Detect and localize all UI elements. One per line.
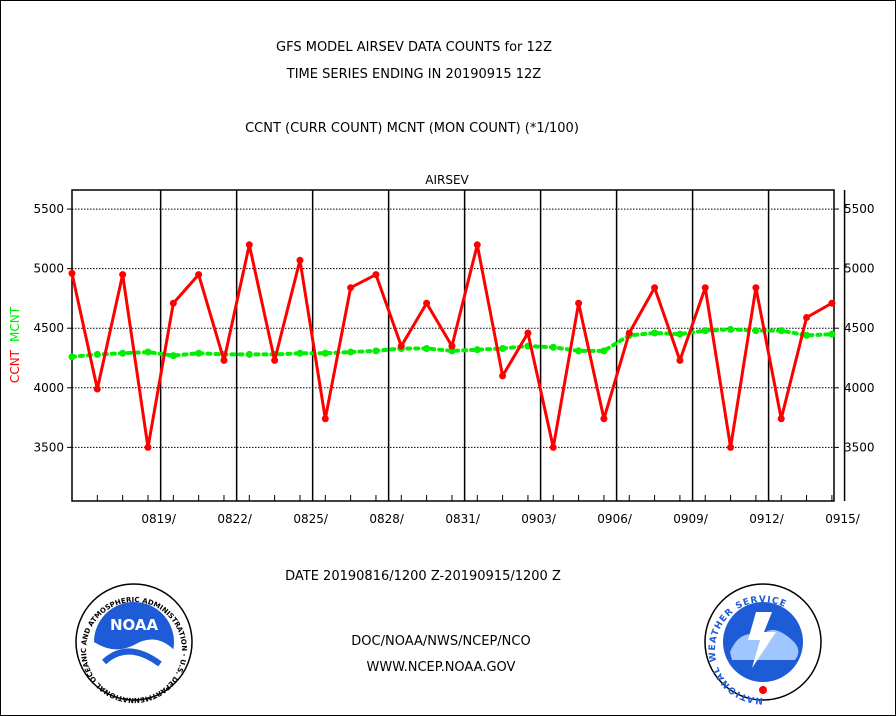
ccnt-point [473, 241, 481, 249]
ccnt-point [625, 329, 633, 337]
mcnt-point [676, 330, 684, 338]
mcnt-point [803, 331, 811, 339]
chart-subtitle: CCNT (CURR COUNT) MCNT (MON COUNT) (*1/1… [245, 121, 579, 136]
x-tick-label: 0822/ [217, 512, 253, 526]
ccnt-point [803, 313, 811, 321]
ccnt-point [651, 284, 659, 292]
mcnt-point [296, 349, 304, 357]
mcnt-point [169, 352, 177, 360]
x-tick-label: 0828/ [369, 512, 405, 526]
mcnt-point [727, 325, 735, 333]
mcnt-point [195, 349, 203, 357]
ccnt-point [727, 443, 735, 451]
ccnt-point [397, 342, 405, 350]
y-tick-label-left: 4500 [33, 321, 64, 335]
x-tick-label: 0909/ [673, 512, 709, 526]
footer-url[interactable]: WWW.NCEP.NOAA.GOV [367, 660, 516, 675]
ccnt-point [777, 415, 785, 423]
x-tick-label: 0915/ [825, 512, 861, 526]
ccnt-point [524, 329, 532, 337]
x-tick-label: 0906/ [597, 512, 633, 526]
ccnt-point [676, 356, 684, 364]
date-range: DATE 20190816/1200 Z-20190915/1200 Z [285, 569, 561, 584]
mcnt-point [68, 353, 76, 361]
ccnt-point [220, 356, 228, 364]
y-tick-label-left: 5500 [33, 202, 64, 216]
x-tick-labels: 0819/0822/0825/0828/0831/0903/0906/0909/… [141, 512, 860, 526]
mcnt-point [575, 347, 583, 355]
mcnt-point [777, 327, 785, 335]
mcnt-point [828, 330, 836, 338]
mcnt-point [499, 344, 507, 352]
mcnt-point [752, 327, 760, 335]
noaa-logo-text: NOAA [110, 616, 159, 634]
mcnt-point [549, 343, 557, 351]
ccnt-point [144, 443, 152, 451]
y-tick-label-left: 4000 [33, 381, 64, 395]
ccnt-point [169, 299, 177, 307]
mcnt-point [347, 348, 355, 356]
y-tick-label-right: 3500 [844, 440, 875, 454]
ccnt-point [701, 284, 709, 292]
mcnt-point [651, 329, 659, 337]
ccnt-point [372, 271, 380, 279]
mcnt-point [423, 344, 431, 352]
y-tick-label-left: 3500 [33, 440, 64, 454]
grid-lines [71, 190, 846, 501]
mcnt-point [119, 349, 127, 357]
y-tick-label-right: 4500 [844, 321, 875, 335]
y-label-ccnt: CCNT [8, 349, 22, 383]
x-tick-label: 0825/ [293, 512, 329, 526]
y-axis-label: CCNT MCNT [8, 306, 22, 383]
ccnt-point [549, 443, 557, 451]
chart-title-line1: GFS MODEL AIRSEV DATA COUNTS for 12Z [276, 40, 552, 55]
mcnt-point [473, 346, 481, 354]
mcnt-point [321, 349, 329, 357]
ccnt-point [575, 299, 583, 307]
x-tick-label: 0831/ [445, 512, 481, 526]
x-tick-label: 0912/ [749, 512, 785, 526]
chart-title-line2: TIME SERIES ENDING IN 20190915 12Z [286, 67, 542, 82]
mcnt-point [600, 347, 608, 355]
ccnt-point [296, 256, 304, 264]
ccnt-point [245, 241, 253, 249]
nws-logo: NATIONAL WEATHER SERVICE [704, 583, 822, 705]
ccnt-series [68, 241, 836, 451]
ccnt-point [448, 342, 456, 350]
ccnt-point [423, 299, 431, 307]
ccnt-point [68, 269, 76, 277]
plot-title: AIRSEV [425, 173, 469, 187]
y-label-mcnt: MCNT [8, 306, 22, 342]
ccnt-point [752, 284, 760, 292]
ccnt-point [119, 271, 127, 279]
y-tick-label-right: 4000 [844, 381, 875, 395]
ccnt-point [347, 284, 355, 292]
svg-text:CCNTMCNT: CCNT MCNT [8, 306, 22, 383]
ccnt-point [321, 415, 329, 423]
ccnt-point [93, 385, 101, 393]
mcnt-series [68, 325, 836, 361]
footer-org: DOC/NOAA/NWS/NCEP/NCO [351, 634, 530, 649]
ccnt-point [499, 372, 507, 380]
ccnt-point [271, 356, 279, 364]
mcnt-point [701, 327, 709, 335]
mcnt-point [245, 350, 253, 358]
ccnt-point [195, 271, 203, 279]
y-tick-label-right: 5000 [844, 262, 875, 276]
plot-area [71, 189, 835, 502]
y-tick-labels: 3500 3500 4000 4000 4500 4500 5000 5000 5500 5500 [33, 202, 874, 454]
y-tick-label-right: 5500 [844, 202, 875, 216]
y-tick-label-left: 5000 [33, 262, 64, 276]
mcnt-point [372, 347, 380, 355]
mcnt-point [144, 348, 152, 356]
x-tick-label: 0903/ [521, 512, 557, 526]
ccnt-point [828, 299, 836, 307]
x-tick-label: 0819/ [141, 512, 177, 526]
mcnt-point [93, 350, 101, 358]
ccnt-point [600, 415, 608, 423]
